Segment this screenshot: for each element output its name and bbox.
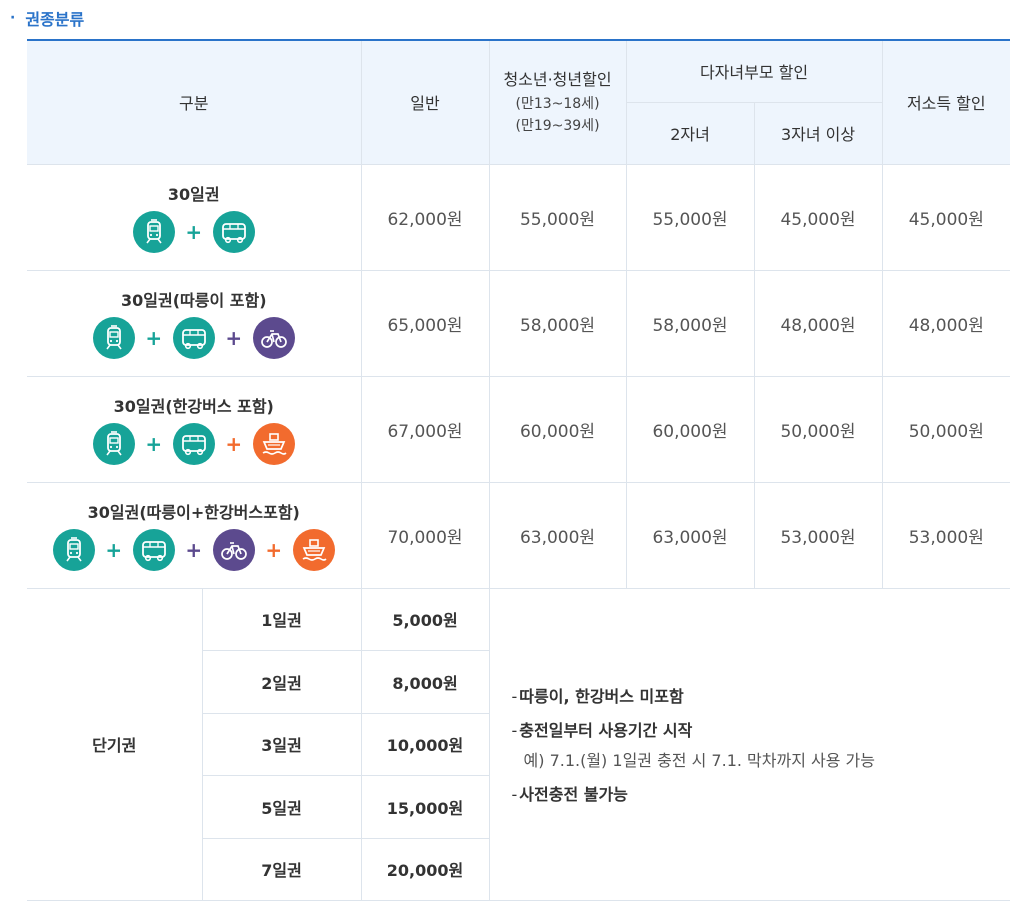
note-item: - 사전충전 불가능: [511, 785, 628, 804]
plus-icon: +: [185, 220, 203, 244]
price-low-income: 48,000원: [881, 269, 1011, 377]
table-row: 30일권(따릉이+한강버스포함) + + + 70,000원 63,000원 6…: [27, 481, 1011, 589]
header-low-income: 저소득 할인: [881, 39, 1011, 165]
fare-table: 구분 일반 청소년·청년할인 (만13~18세) (만19~39세) 다자녀부모…: [27, 39, 1011, 901]
price-low-income: 50,000원: [881, 375, 1011, 483]
subway-icon: [92, 317, 135, 359]
short-term-name: 2일권: [202, 649, 362, 714]
header-youth-age1: (만13~18세): [515, 96, 600, 113]
section-title: 권종분류: [25, 10, 85, 29]
price-low-income: 45,000원: [881, 163, 1011, 271]
price-low-income: 53,000원: [881, 481, 1011, 589]
note-item: - 따릉이, 한강버스 미포함: [511, 687, 684, 706]
bicycle-icon: [212, 529, 255, 571]
subway-icon: [92, 423, 135, 465]
table-row: 30일권(따릉이 포함) + + 65,000원 58,000원 58,000원…: [27, 269, 1011, 377]
header-category: 구분: [27, 39, 362, 165]
pass-icons: + + +: [27, 529, 361, 571]
pass-name: 30일권(따릉이+한강버스포함): [87, 503, 300, 522]
price-youth: 63,000원: [488, 481, 627, 589]
bus-icon: [132, 529, 175, 571]
pass-icons: + +: [27, 423, 361, 465]
pass-cell: 30일권 +: [27, 163, 362, 271]
short-term-label: 단기권: [27, 587, 203, 901]
bicycle-icon: [252, 317, 295, 359]
short-term-row: 3일권 10,000원: [27, 712, 1010, 776]
price-general: 65,000원: [360, 269, 490, 377]
bullet-icon: ·: [10, 10, 16, 26]
pass-cell: 30일권(따릉이 포함) + +: [27, 269, 362, 377]
price-three-children: 53,000원: [753, 481, 883, 589]
short-term-row: 단기권 1일권 5,000원 - 따릉이, 한강버스 미포함 - 충전일부터 사용기…: [27, 587, 1011, 901]
table-row: 30일권(한강버스 포함) + + 67,000원 60,000원 60,000…: [27, 375, 1011, 483]
pass-icons: + +: [27, 317, 361, 359]
short-term-name: 7일권: [202, 837, 362, 901]
price-two-children: 63,000원: [625, 481, 755, 589]
bus-icon: [212, 211, 255, 253]
header-subrow: 2자녀 3자녀 이상: [27, 101, 1010, 165]
header-youth-label: 청소년·청년할인: [503, 70, 612, 90]
short-term-row: 7일권 20,000원: [27, 837, 1010, 901]
price-three-children: 45,000원: [753, 163, 883, 271]
short-term-price: 8,000원: [360, 649, 490, 714]
plus-icon: +: [185, 538, 203, 562]
subway-icon: [132, 211, 175, 253]
pass-cell: 30일권(한강버스 포함) + +: [27, 375, 362, 483]
table-row: 30일권 + 62,000원 55,000원 55,000원 45,000원 4…: [27, 163, 1011, 271]
header-multichild: 다자녀부모 할인: [625, 39, 883, 103]
pass-name: 30일권(따릉이 포함): [121, 291, 267, 310]
note-item: - 충전일부터 사용기간 시작: [511, 721, 693, 740]
bus-icon: [172, 317, 215, 359]
section-heading: · 권종분류: [10, 6, 84, 30]
price-general: 62,000원: [360, 163, 490, 271]
ferry-icon: [292, 529, 335, 571]
short-term-price: 10,000원: [360, 712, 490, 776]
subway-icon: [52, 529, 95, 571]
pass-icons: +: [27, 211, 361, 253]
plus-icon: +: [225, 326, 243, 350]
price-general: 67,000원: [360, 375, 490, 483]
price-youth: 60,000원: [488, 375, 627, 483]
note-example: 예) 7.1.(월) 1일권 충전 시 7.1. 막차까지 사용 가능: [523, 751, 875, 770]
price-youth: 55,000원: [488, 163, 627, 271]
plus-icon: +: [145, 432, 163, 456]
header-youth: 청소년·청년할인 (만13~18세) (만19~39세): [488, 39, 627, 165]
plus-icon: +: [265, 538, 283, 562]
pass-name: 30일권(한강버스 포함): [113, 397, 274, 416]
bus-icon: [172, 423, 215, 465]
short-term-notes: - 따릉이, 한강버스 미포함 - 충전일부터 사용기간 시작 예) 7.1.(월)…: [488, 587, 1011, 901]
price-two-children: 60,000원: [625, 375, 755, 483]
pass-cell: 30일권(따릉이+한강버스포함) + + +: [27, 481, 362, 589]
short-term-price: 5,000원: [360, 587, 490, 651]
header-youth-age2: (만19~39세): [515, 118, 600, 135]
price-two-children: 58,000원: [625, 269, 755, 377]
header-general: 일반: [360, 39, 490, 165]
plus-icon: +: [105, 538, 123, 562]
price-two-children: 55,000원: [625, 163, 755, 271]
price-youth: 58,000원: [488, 269, 627, 377]
ferry-icon: [252, 423, 295, 465]
short-term-name: 1일권: [201, 587, 362, 651]
plus-icon: +: [145, 326, 163, 350]
header-row: 구분 일반 청소년·청년할인 (만13~18세) (만19~39세) 다자녀부모…: [27, 39, 1011, 165]
short-term-price: 20,000원: [360, 837, 490, 901]
short-term-row: 2일권 8,000원: [27, 649, 1010, 714]
short-term-row: 5일권 15,000원: [27, 774, 1010, 839]
short-term-name: 5일권: [202, 774, 362, 839]
short-term-price: 15,000원: [360, 774, 490, 839]
short-term-name: 3일권: [202, 712, 362, 776]
header-two-children: 2자녀: [626, 101, 755, 165]
pass-name: 30일권: [167, 185, 220, 204]
plus-icon: +: [225, 432, 243, 456]
price-three-children: 50,000원: [753, 375, 883, 483]
price-three-children: 48,000원: [753, 269, 883, 377]
price-general: 70,000원: [360, 481, 490, 589]
header-three-children: 3자녀 이상: [753, 101, 883, 165]
